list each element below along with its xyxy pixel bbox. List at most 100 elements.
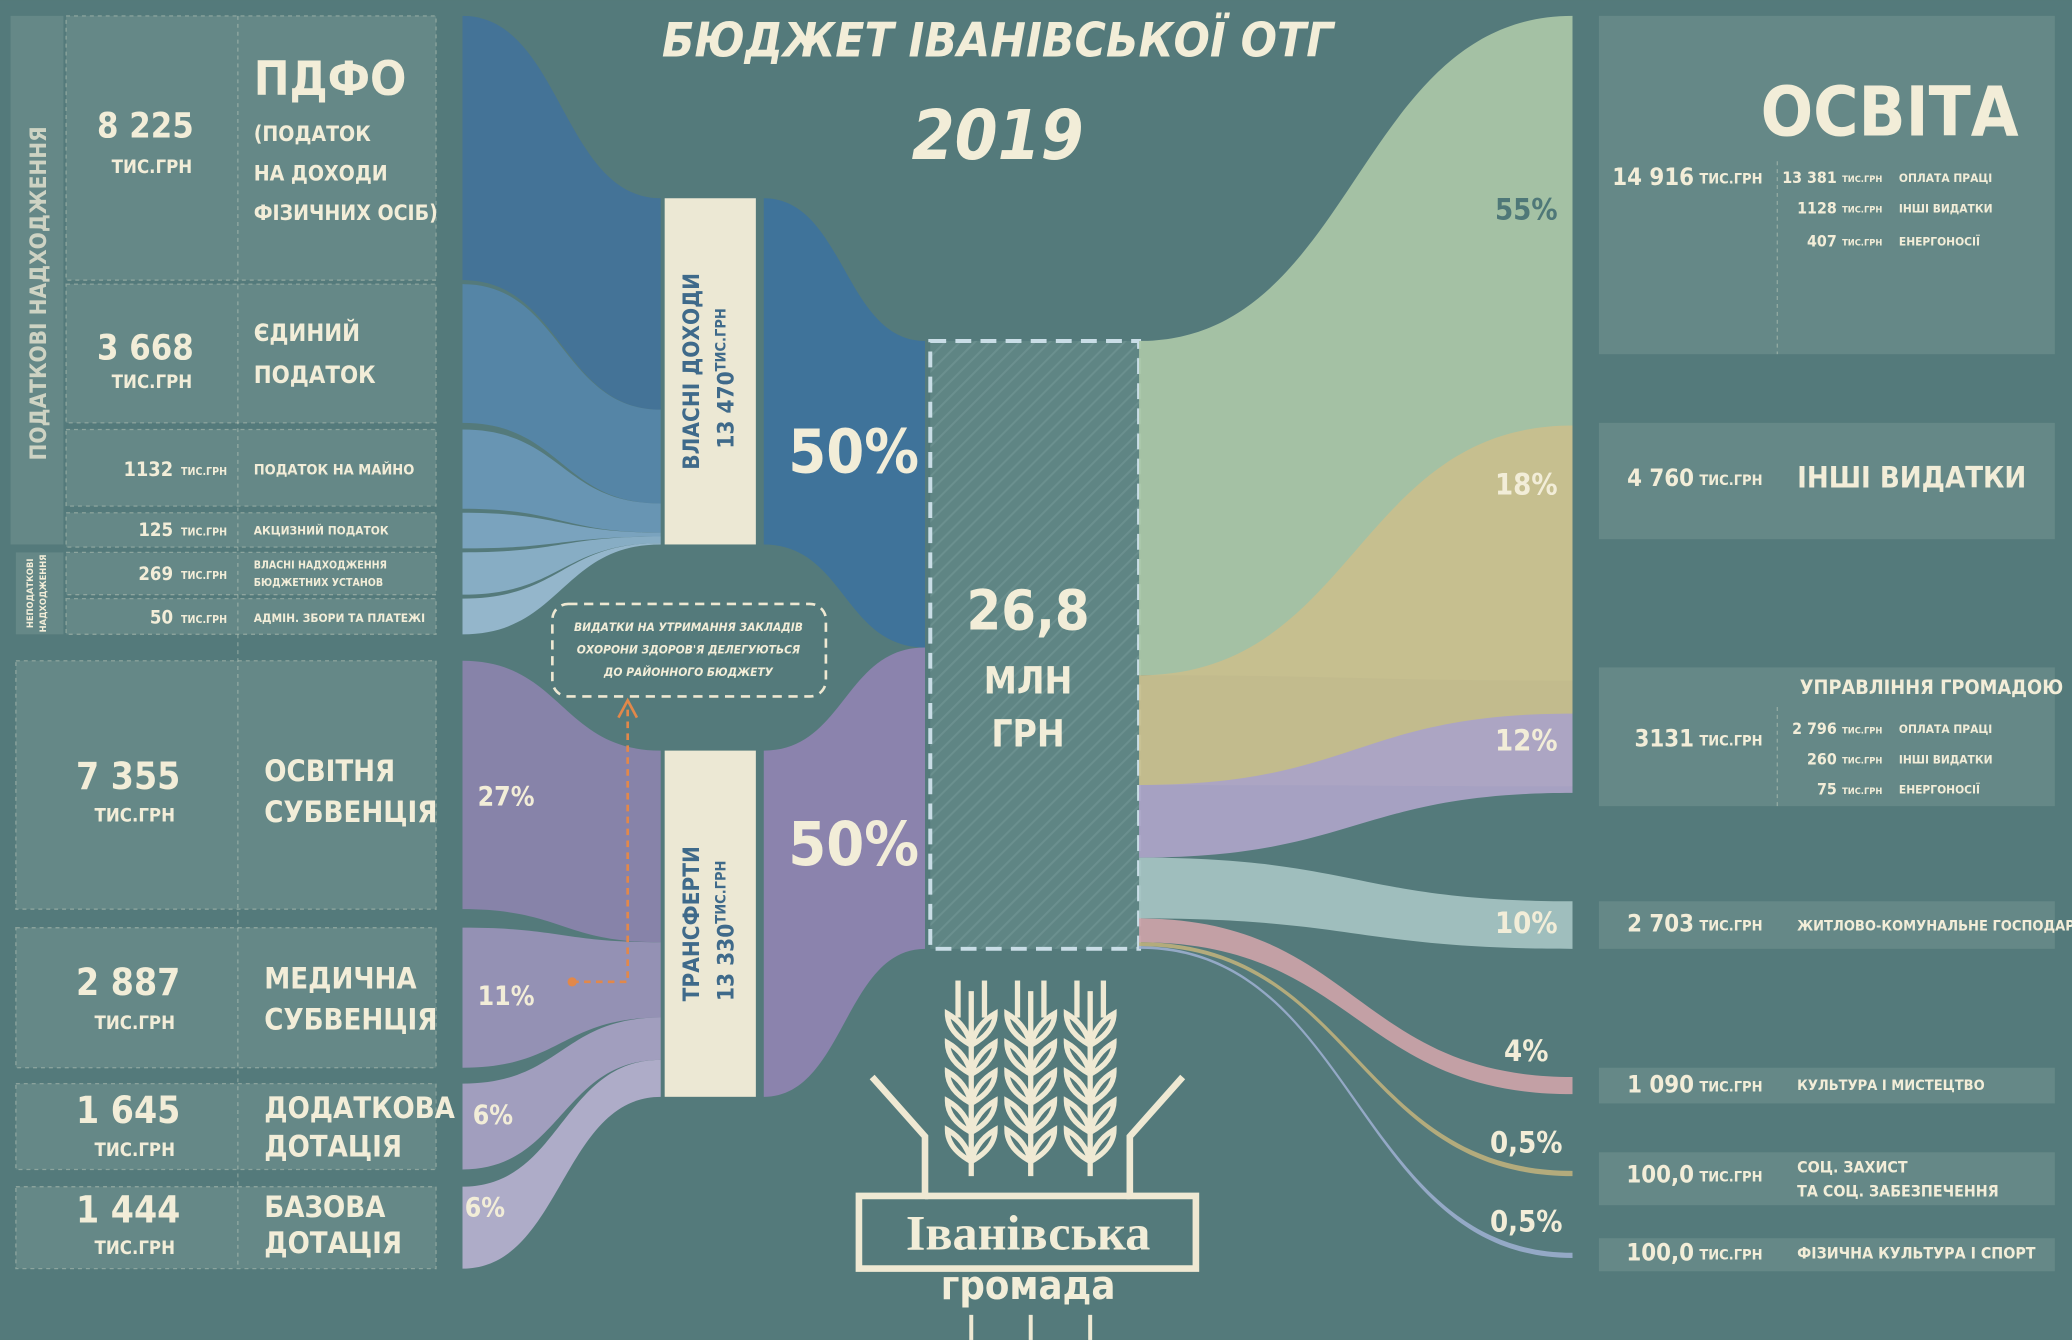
label: СУБВЕНЦІЯ — [264, 1002, 437, 1036]
unit: ТИС.ГРН — [1699, 918, 1762, 934]
label: ІНШІ ВИДАТКИ — [1797, 461, 2026, 495]
detail-unit: ТИС.ГРН — [1842, 205, 1882, 216]
box-unit: ТИС.ГРН — [714, 861, 730, 924]
detail-label: ІНШІ ВИДАТКИ — [1899, 201, 1993, 215]
amount: 1 645 — [76, 1089, 180, 1132]
share-label: 55% — [1495, 192, 1558, 226]
unit: ТИС.ГРН — [112, 157, 193, 178]
detail-unit: ТИС.ГРН — [1842, 174, 1882, 185]
amount: 125 — [138, 520, 173, 541]
amount: 8 225 — [97, 107, 194, 147]
grain — [1063, 1009, 1117, 1048]
expense-flow — [1139, 425, 1573, 787]
label: УПРАВЛІННЯ ГРОМАДОЮ — [1800, 676, 2063, 699]
unit: ТИС.ГРН — [112, 372, 193, 393]
grain — [944, 1067, 998, 1106]
grain — [1004, 1125, 1058, 1164]
amount: 100,0 — [1626, 1161, 1694, 1189]
label: ФІЗИЧНИХ ОСІБ) — [254, 200, 438, 225]
share-label: 10% — [1495, 906, 1558, 940]
unit: ТИС.ГРН — [1699, 473, 1762, 489]
total-unit: МЛН — [984, 660, 1073, 703]
label: БАЗОВА — [264, 1190, 386, 1224]
unit: ТИС.ГРН — [95, 1013, 176, 1034]
vertical-label: ПОДАТКОВІ НАДХОДЖЕННЯ — [26, 126, 52, 460]
amount: 1132 — [123, 458, 173, 481]
box-amount: 13 470 — [713, 371, 739, 448]
grain — [1004, 1096, 1058, 1135]
amount: 1 444 — [76, 1188, 180, 1231]
income-flow — [462, 429, 661, 533]
nontax-strip — [15, 552, 64, 635]
detail-unit: ТИС.ГРН — [1842, 725, 1882, 736]
detail-amount: 407 — [1807, 231, 1837, 250]
amount: 100,0 — [1626, 1239, 1694, 1267]
unit: ТИС.ГРН — [1699, 1169, 1762, 1185]
amount: 14 916 — [1612, 163, 1694, 191]
label: СУБВЕНЦІЯ — [264, 795, 437, 829]
expense-panel — [1598, 15, 2055, 355]
logo — [855, 980, 1200, 1272]
label: СОЦ. ЗАХИСТ — [1797, 1158, 1908, 1177]
label: БЮДЖЕТНИХ УСТАНОВ — [254, 577, 383, 589]
income-flow — [462, 284, 661, 504]
grain — [1004, 1038, 1058, 1077]
share-label: 11% — [478, 981, 535, 1012]
year: 2019 — [912, 96, 1084, 176]
expense-flow — [1139, 942, 1573, 1177]
amount: 3 668 — [97, 329, 194, 369]
label: ДОТАЦІЯ — [264, 1129, 402, 1163]
income-panel — [15, 927, 437, 1069]
detail-amount: 2 796 — [1792, 719, 1837, 738]
unit: ТИС.ГРН — [95, 1238, 176, 1259]
label: АКЦИЗНИЙ ПОДАТОК — [254, 523, 389, 538]
total-box — [928, 338, 1142, 951]
expense-flow — [1139, 713, 1573, 858]
income-panel — [65, 597, 437, 635]
share-label: 27% — [478, 782, 535, 813]
transfer-box — [664, 750, 756, 1097]
income-flow — [462, 660, 661, 943]
grain — [1004, 1009, 1058, 1048]
share-label: 6% — [473, 1100, 514, 1131]
logo-sub: громада — [941, 1263, 1116, 1309]
share-label: 4% — [1504, 1034, 1548, 1068]
income-flow — [462, 1059, 661, 1269]
label: ФІЗИЧНА КУЛЬТУРА І СПОРТ — [1797, 1244, 2036, 1263]
transfer-block — [763, 647, 925, 1097]
income-panel — [15, 1186, 437, 1270]
share-label: 18% — [1495, 467, 1558, 501]
income-panel — [65, 283, 437, 424]
label: (ПОДАТОК — [254, 121, 371, 146]
label: НА ДОХОДИ — [254, 160, 388, 185]
note-text: ОХОРОНИ ЗДОРОВ'Я ДЕЛЕГУЮТЬСЯ — [577, 643, 801, 657]
income-panel — [15, 660, 437, 910]
unit: ТИС.ГРН — [1699, 733, 1762, 749]
expense-panel — [1598, 667, 2055, 807]
total: 26,8 — [966, 579, 1089, 644]
label: ЖИТЛОВО-КОМУНАЛЬНЕ ГОСПОДАРСТВО — [1797, 918, 2072, 934]
arrow — [572, 707, 629, 984]
label: ТА СОЦ. ЗАБЕЗПЕЧЕННЯ — [1797, 1181, 1999, 1200]
expense-panel — [1598, 1152, 2055, 1206]
income-flow — [462, 927, 661, 1068]
detail-label: ОПЛАТА ПРАЦІ — [1899, 722, 1992, 736]
grain — [944, 1125, 998, 1164]
income-panel — [65, 15, 437, 281]
expense-panel — [1598, 1238, 2055, 1272]
detail-label: ОПЛАТА ПРАЦІ — [1899, 171, 1992, 185]
own-block — [763, 198, 925, 648]
box-label: ВЛАСНІ ДОХОДИ — [679, 273, 705, 470]
unit: ТИС.ГРН — [95, 806, 176, 827]
arrow-head — [617, 697, 639, 719]
label: ОСВІТА — [1761, 72, 2019, 152]
grain — [1063, 1096, 1117, 1135]
income-panel — [65, 428, 437, 507]
income-flow — [462, 512, 661, 549]
label: КУЛЬТУРА І МИСТЕЦТВО — [1797, 1078, 1985, 1094]
logo-name: Іванівська — [906, 1205, 1150, 1261]
banner — [855, 1074, 1200, 1272]
detail-unit: ТИС.ГРН — [1842, 756, 1882, 767]
arrow-dot — [567, 977, 577, 987]
vertical-label: НАДХОДЖЕННЯ — [38, 554, 49, 632]
